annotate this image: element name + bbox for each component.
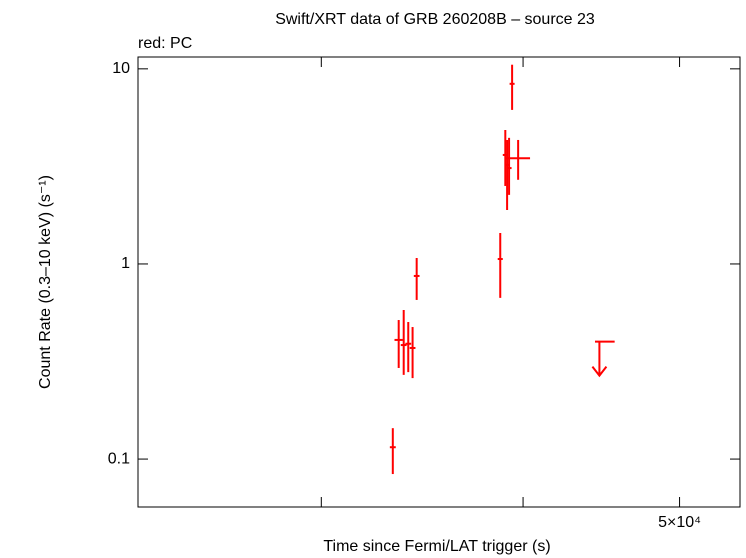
chart-subtitle: red: PC [138, 35, 192, 52]
y-tick-label: 10 [112, 60, 130, 77]
plot-frame [137, 56, 741, 508]
x-tick-label: 5×10⁴ [658, 514, 701, 531]
y-tick-label: 1 [121, 255, 130, 272]
chart-title: Swift/XRT data of GRB 260208B – source 2… [275, 11, 595, 28]
upper-limit-arrow [591, 341, 608, 378]
x-axis-label: Time since Fermi/LAT trigger (s) [323, 538, 550, 555]
y-axis-label: Count Rate (0.3–10 keV) (s⁻¹) [37, 175, 54, 389]
y-tick-label: 0.1 [108, 450, 130, 467]
